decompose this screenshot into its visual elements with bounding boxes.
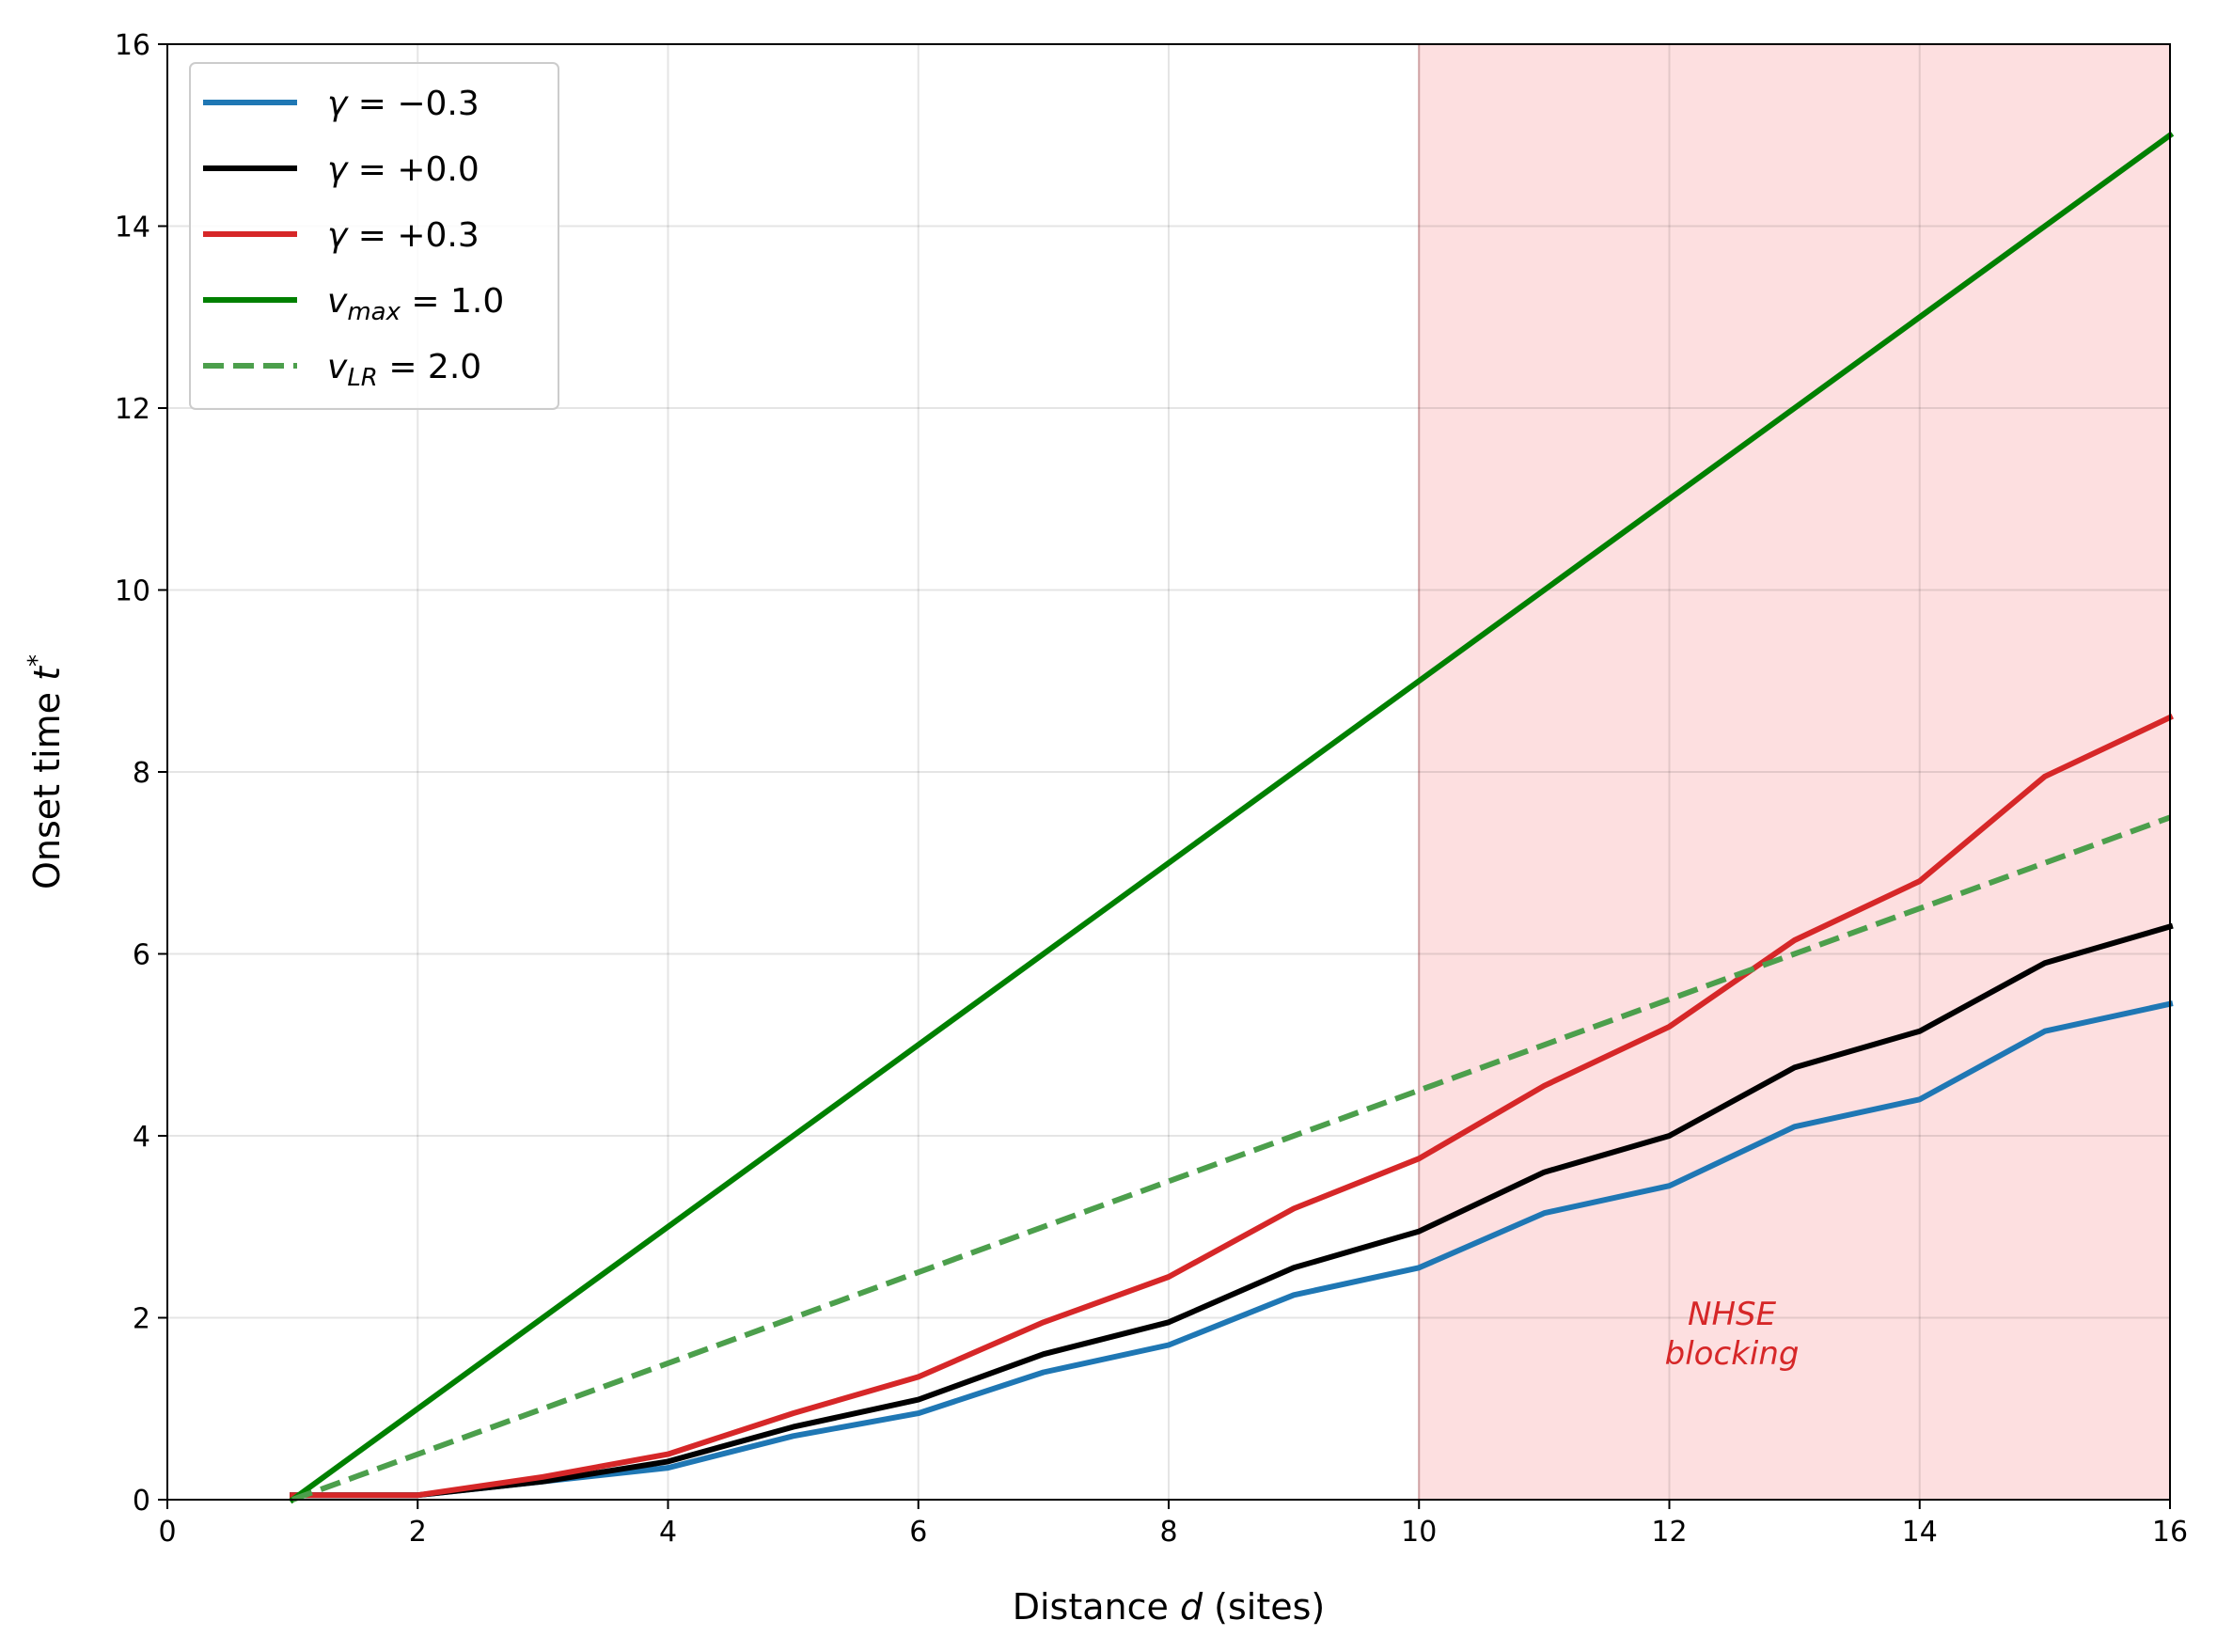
x-tick-label: 6 [909, 1516, 927, 1549]
legend-label-1: γ = +0.0 [327, 150, 480, 189]
y-tick-label: 6 [133, 939, 150, 972]
x-axis-label: Distance d (sites) [1013, 1586, 1326, 1628]
x-tick-label: 0 [158, 1516, 176, 1549]
annotation-nhse: NHSE [1688, 1296, 1777, 1333]
series-line-3 [288, 131, 2175, 1504]
y-tick-label: 2 [133, 1303, 150, 1336]
y-tick-label: 12 [115, 393, 150, 426]
y-tick-label: 16 [115, 29, 150, 62]
x-tick-label: 12 [1651, 1516, 1687, 1549]
y-tick-label: 10 [115, 575, 150, 608]
legend-label-3: vmax = 1.0 [327, 282, 504, 326]
legend-label-0: γ = −0.3 [327, 85, 480, 123]
legend-label-4: vLR = 2.0 [327, 348, 481, 392]
y-tick-label: 8 [133, 757, 150, 790]
y-tick-label: 0 [133, 1485, 150, 1518]
series-line-2 [290, 714, 2174, 1499]
y-tick-label: 4 [133, 1121, 150, 1154]
series-layer [288, 131, 2175, 1504]
x-tick-label: 2 [409, 1516, 427, 1549]
series-line-4 [291, 814, 2172, 1503]
tick-layer: 0 2 4 6 8 10 12 14 16 0 2 4 6 8 10 12 14 16 [115, 29, 2188, 1549]
annotation-blocking: blocking [1665, 1335, 1800, 1373]
x-tick-label: 8 [1159, 1516, 1177, 1549]
legend-box [189, 62, 559, 410]
nhse-shaded-region-layer [1418, 44, 2170, 1500]
series-line-0 [290, 1000, 2174, 1499]
x-tick-label: 4 [659, 1516, 677, 1549]
x-tick-label: 10 [1401, 1516, 1437, 1549]
x-tick-label: 14 [1902, 1516, 1938, 1549]
annotation-layer: NHSE blocking [1665, 1296, 1800, 1373]
y-axis-label: Onset time t* [24, 654, 68, 889]
legend-label-2: γ = +0.3 [327, 216, 480, 255]
legend: γ = −0.3 γ = +0.0 γ = +0.3 vmax = 1.0 vLR = … [189, 62, 559, 410]
y-tick-label: 14 [115, 212, 150, 244]
nhse-shaded-region [1419, 44, 2170, 1500]
x-tick-label: 16 [2152, 1516, 2188, 1549]
series-line-1 [290, 922, 2174, 1499]
